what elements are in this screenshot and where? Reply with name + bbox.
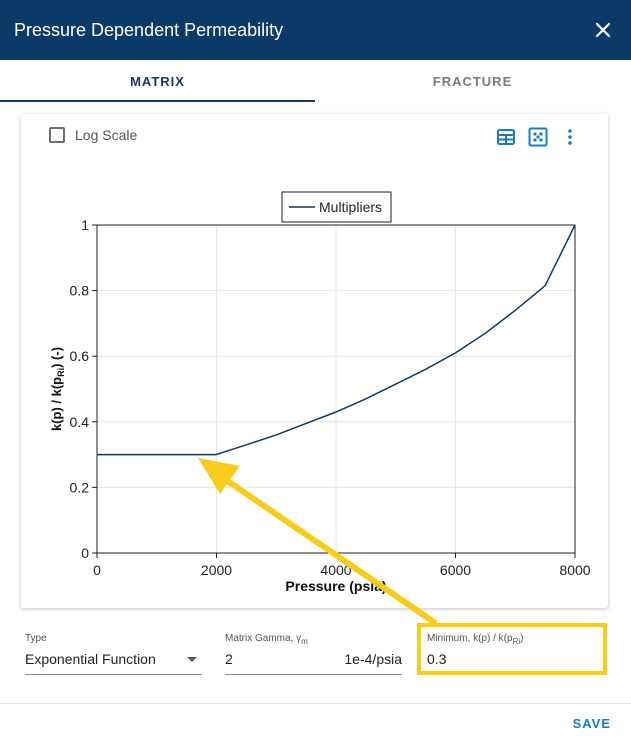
minimum-value: 0.3 bbox=[427, 651, 447, 667]
tab-bar: MATRIX FRACTURE bbox=[0, 60, 631, 102]
type-label: Type bbox=[25, 633, 47, 644]
close-icon[interactable] bbox=[587, 14, 619, 46]
chart-card: Log Scale bbox=[21, 114, 608, 608]
more-options-icon[interactable] bbox=[559, 126, 581, 148]
log-scale-checkbox[interactable] bbox=[49, 127, 65, 143]
scatter-plot-icon[interactable] bbox=[527, 126, 549, 148]
gamma-unit: 1e-4/psia bbox=[344, 651, 402, 667]
dialog-header: Pressure Dependent Permeability bbox=[0, 0, 631, 60]
minimum-input[interactable]: 0.3 bbox=[427, 648, 599, 674]
gamma-underline bbox=[225, 674, 402, 675]
chevron-down-icon bbox=[187, 657, 197, 662]
gamma-value: 2 bbox=[225, 651, 233, 667]
log-scale-label: Log Scale bbox=[75, 127, 138, 143]
tab-matrix[interactable]: MATRIX bbox=[130, 73, 185, 89]
save-button[interactable]: SAVE bbox=[572, 716, 611, 731]
log-scale-toggle[interactable]: Log Scale bbox=[49, 127, 137, 143]
dialog-title: Pressure Dependent Permeability bbox=[14, 19, 284, 40]
table-icon[interactable] bbox=[495, 126, 517, 148]
gamma-input[interactable]: 2 1e-4/psia bbox=[225, 648, 402, 674]
type-select-value: Exponential Function bbox=[25, 651, 156, 667]
minimum-label: Minimum, k(p) / k(pRi) bbox=[427, 633, 524, 646]
gamma-label: Matrix Gamma, γm bbox=[225, 633, 308, 646]
minimum-field-highlight bbox=[417, 623, 607, 675]
type-underline bbox=[25, 674, 202, 675]
footer-divider bbox=[0, 703, 631, 704]
active-tab-indicator bbox=[0, 100, 315, 102]
parameter-fields: Type Exponential Function Matrix Gamma, … bbox=[0, 620, 631, 690]
tab-fracture[interactable]: FRACTURE bbox=[432, 73, 513, 89]
type-select[interactable]: Exponential Function bbox=[25, 648, 202, 674]
